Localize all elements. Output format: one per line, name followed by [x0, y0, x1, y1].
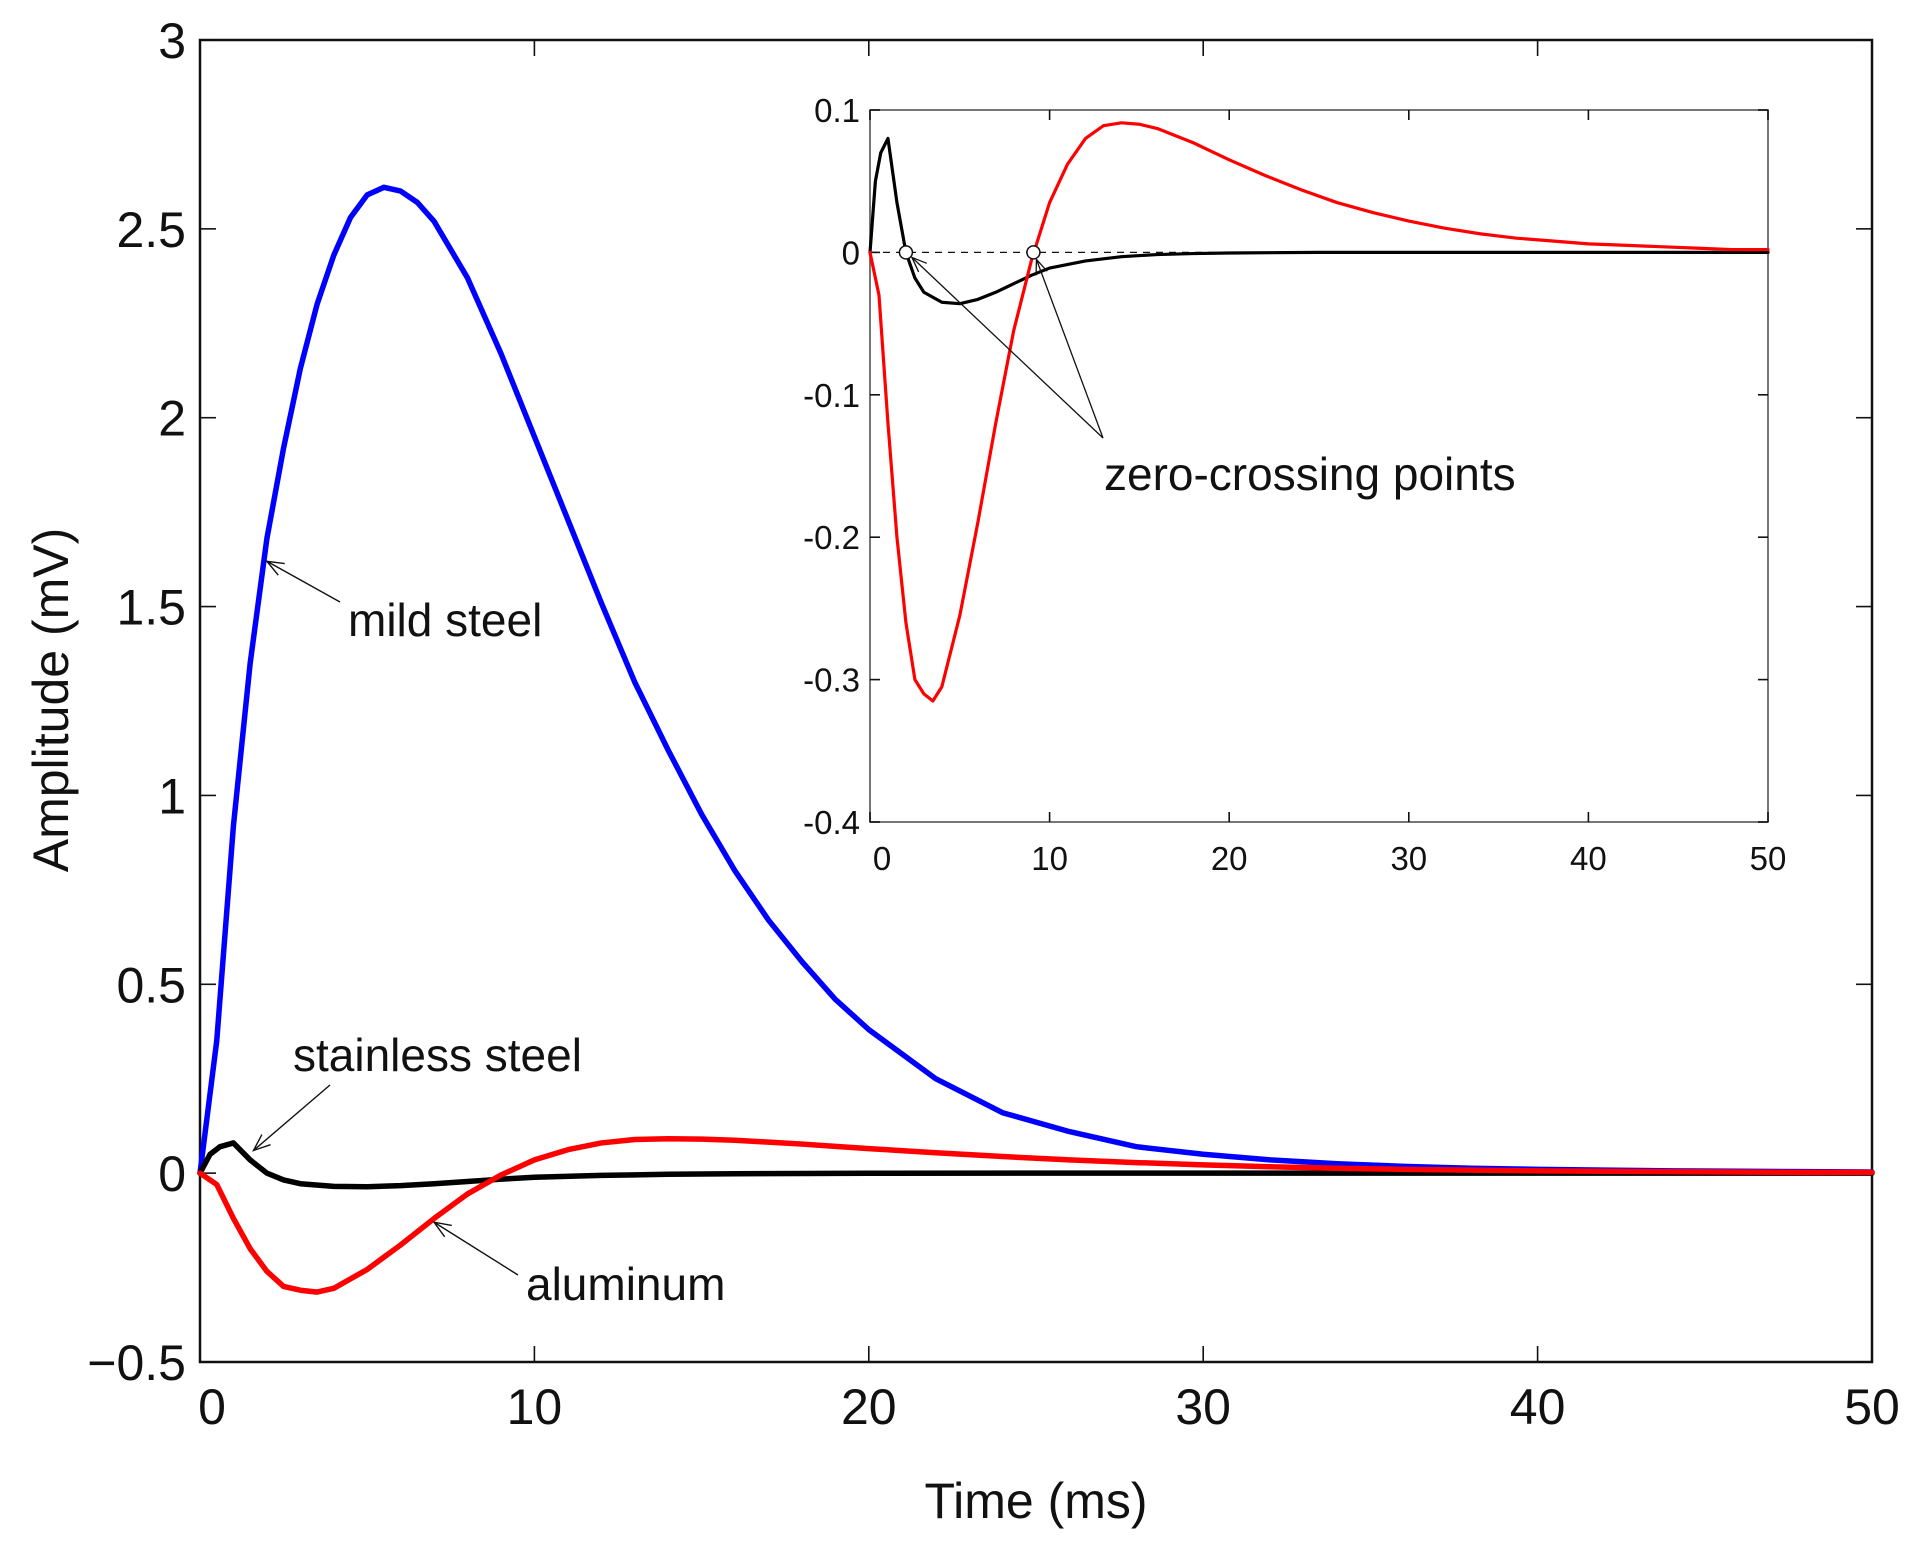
main-x-tick-label-1: 10 — [507, 1379, 563, 1435]
inset-series-aluminum — [868, 121, 1770, 703]
inset-x-tick-label-4: 40 — [1570, 840, 1607, 877]
zero-crossing-marker-1 — [1026, 245, 1041, 260]
main-y-axis-title: Amplitude (mV) — [23, 528, 79, 873]
annotation-aluminum: aluminum — [432, 1221, 725, 1310]
main-y-tick-label-6: 2.5 — [116, 202, 186, 258]
inset-y-tick-label-0: -0.4 — [803, 804, 860, 841]
zero-crossing-markers — [898, 245, 1041, 260]
main-series-aluminum — [197, 1136, 1875, 1295]
annotation-aluminum-arrowhead — [432, 1221, 452, 1238]
inset-y-tick-label-3: -0.1 — [803, 377, 860, 414]
main-plot: 0 10 20 30 40 50 −0.500.511.522.53 Time (ms) … — [23, 13, 1900, 1529]
main-y-tick-label-2: 0.5 — [116, 957, 186, 1013]
inset-x-tick-label-3: 30 — [1390, 840, 1427, 877]
inset-plot: 0 10 20 30 40 50 -0.4 -0.3 -0.2 -0.1 0 0.1 zero-cr… — [803, 92, 1786, 877]
main-x-ticks: 0 10 20 30 40 50 — [198, 40, 1900, 1435]
main-y-tick-label-5: 2 — [158, 391, 186, 447]
inset-x-tick-label-1: 10 — [1031, 840, 1068, 877]
inset-y-tick-label-2: -0.2 — [803, 519, 860, 556]
main-series-group — [197, 184, 1875, 1295]
annotation-zero-crossing-arrowhead-1 — [910, 256, 928, 273]
annotation-stainless-steel: stainless steel — [252, 1029, 582, 1152]
main-series-stainless-steel — [197, 1140, 1875, 1190]
main-series-mild-steel — [197, 184, 1875, 1176]
inset-series-stainless-steel — [868, 136, 1770, 306]
zero-crossing-marker-0 — [898, 245, 914, 260]
annotation-aluminum-arrow — [433, 1221, 519, 1276]
inset-x-ticks: 0 10 20 30 40 50 — [869, 110, 1787, 877]
inset-x-tick-label-0: 0 — [873, 840, 891, 877]
annotation-zero-crossing-arrow-2 — [1035, 259, 1104, 439]
inset-y-tick-label-4: 0 — [842, 234, 860, 271]
annotation-stainless-steel-arrow — [253, 1084, 331, 1152]
main-x-axis-title: Time (ms) — [924, 1473, 1147, 1529]
annotation-zero-crossing-arrowhead-2 — [1035, 257, 1048, 276]
main-y-tick-label-7: 3 — [158, 13, 186, 69]
main-x-tick-label-4: 40 — [1510, 1379, 1566, 1435]
inset-plot-background — [870, 110, 1768, 822]
inset-y-tick-label-1: -0.3 — [803, 662, 860, 699]
annotation-aluminum-label: aluminum — [526, 1258, 725, 1310]
annotation-zero-crossing: zero-crossing points — [910, 256, 1516, 500]
annotation-stainless-steel-arrowhead — [252, 1134, 271, 1152]
annotation-mild-steel-arrow — [266, 560, 341, 603]
main-y-tick-label-3: 1 — [158, 768, 186, 824]
main-x-tick-label-3: 30 — [1175, 1379, 1231, 1435]
main-x-tick-label-2: 20 — [841, 1379, 897, 1435]
inset-series-group — [868, 121, 1770, 703]
inset-y-tick-label-5: 0.1 — [814, 92, 860, 129]
annotation-zero-crossing-arrow-1 — [911, 256, 1104, 439]
inset-x-tick-label-2: 20 — [1211, 840, 1248, 877]
inset-x-tick-label-5: 50 — [1750, 840, 1787, 877]
annotation-zero-crossing-label: zero-crossing points — [1104, 448, 1516, 500]
main-x-tick-label-5: 50 — [1844, 1379, 1900, 1435]
main-x-tick-label-0: 0 — [198, 1379, 226, 1435]
annotation-mild-steel-label: mild steel — [348, 594, 542, 646]
main-y-tick-label-4: 1.5 — [116, 580, 186, 636]
main-y-ticks: −0.5 0 0.5 1 1.5 2 2.5 3 — [87, 13, 1872, 1391]
main-plot-frame — [198, 38, 1874, 1364]
main-y-tick-label-0: −0.5 — [87, 1335, 186, 1391]
inset-plot-frame — [869, 109, 1769, 823]
annotation-mild-steel: mild steel — [265, 560, 542, 646]
annotation-stainless-steel-label: stainless steel — [293, 1029, 582, 1081]
main-y-tick-label-1: 0 — [158, 1146, 186, 1202]
annotation-mild-steel-arrowhead — [265, 560, 285, 576]
